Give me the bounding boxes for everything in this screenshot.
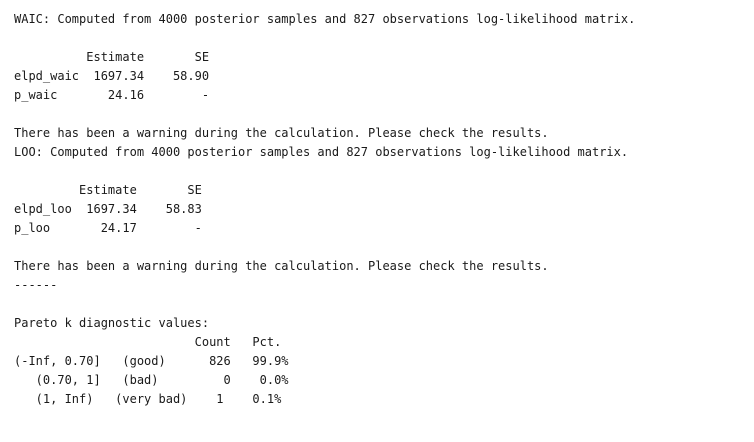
output-line: p_loo 24.17 - — [14, 221, 202, 235]
output-line: ------ — [14, 278, 58, 292]
output-line: (0.70, 1] (bad) 0 0.0% — [14, 373, 289, 387]
output-line — [14, 295, 635, 314]
output-line: elpd_loo 1697.34 58.83 — [14, 202, 202, 216]
output-line: p_waic 24.16 - — [14, 88, 210, 102]
output-line: LOO: Computed from 4000 posterior sample… — [14, 145, 629, 159]
output-line: WAIC: Computed from 4000 posterior sampl… — [14, 12, 636, 26]
output-line — [14, 105, 635, 124]
console-output: WAIC: Computed from 4000 posterior sampl… — [14, 10, 635, 409]
output-line: Pareto k diagnostic values: — [14, 316, 210, 330]
output-line: Estimate SE — [14, 183, 202, 197]
output-line: (-Inf, 0.70] (good) 826 99.9% — [14, 354, 289, 368]
output-line: (1, Inf) (very bad) 1 0.1% — [14, 392, 282, 406]
output-line: There has been a warning during the calc… — [14, 259, 549, 273]
output-line — [14, 29, 635, 48]
output-line: Count Pct. — [14, 335, 282, 349]
output-line: elpd_waic 1697.34 58.90 — [14, 69, 210, 83]
output-line — [14, 162, 635, 181]
output-line: There has been a warning during the calc… — [14, 126, 549, 140]
output-line — [14, 238, 635, 257]
output-line: Estimate SE — [14, 50, 210, 64]
